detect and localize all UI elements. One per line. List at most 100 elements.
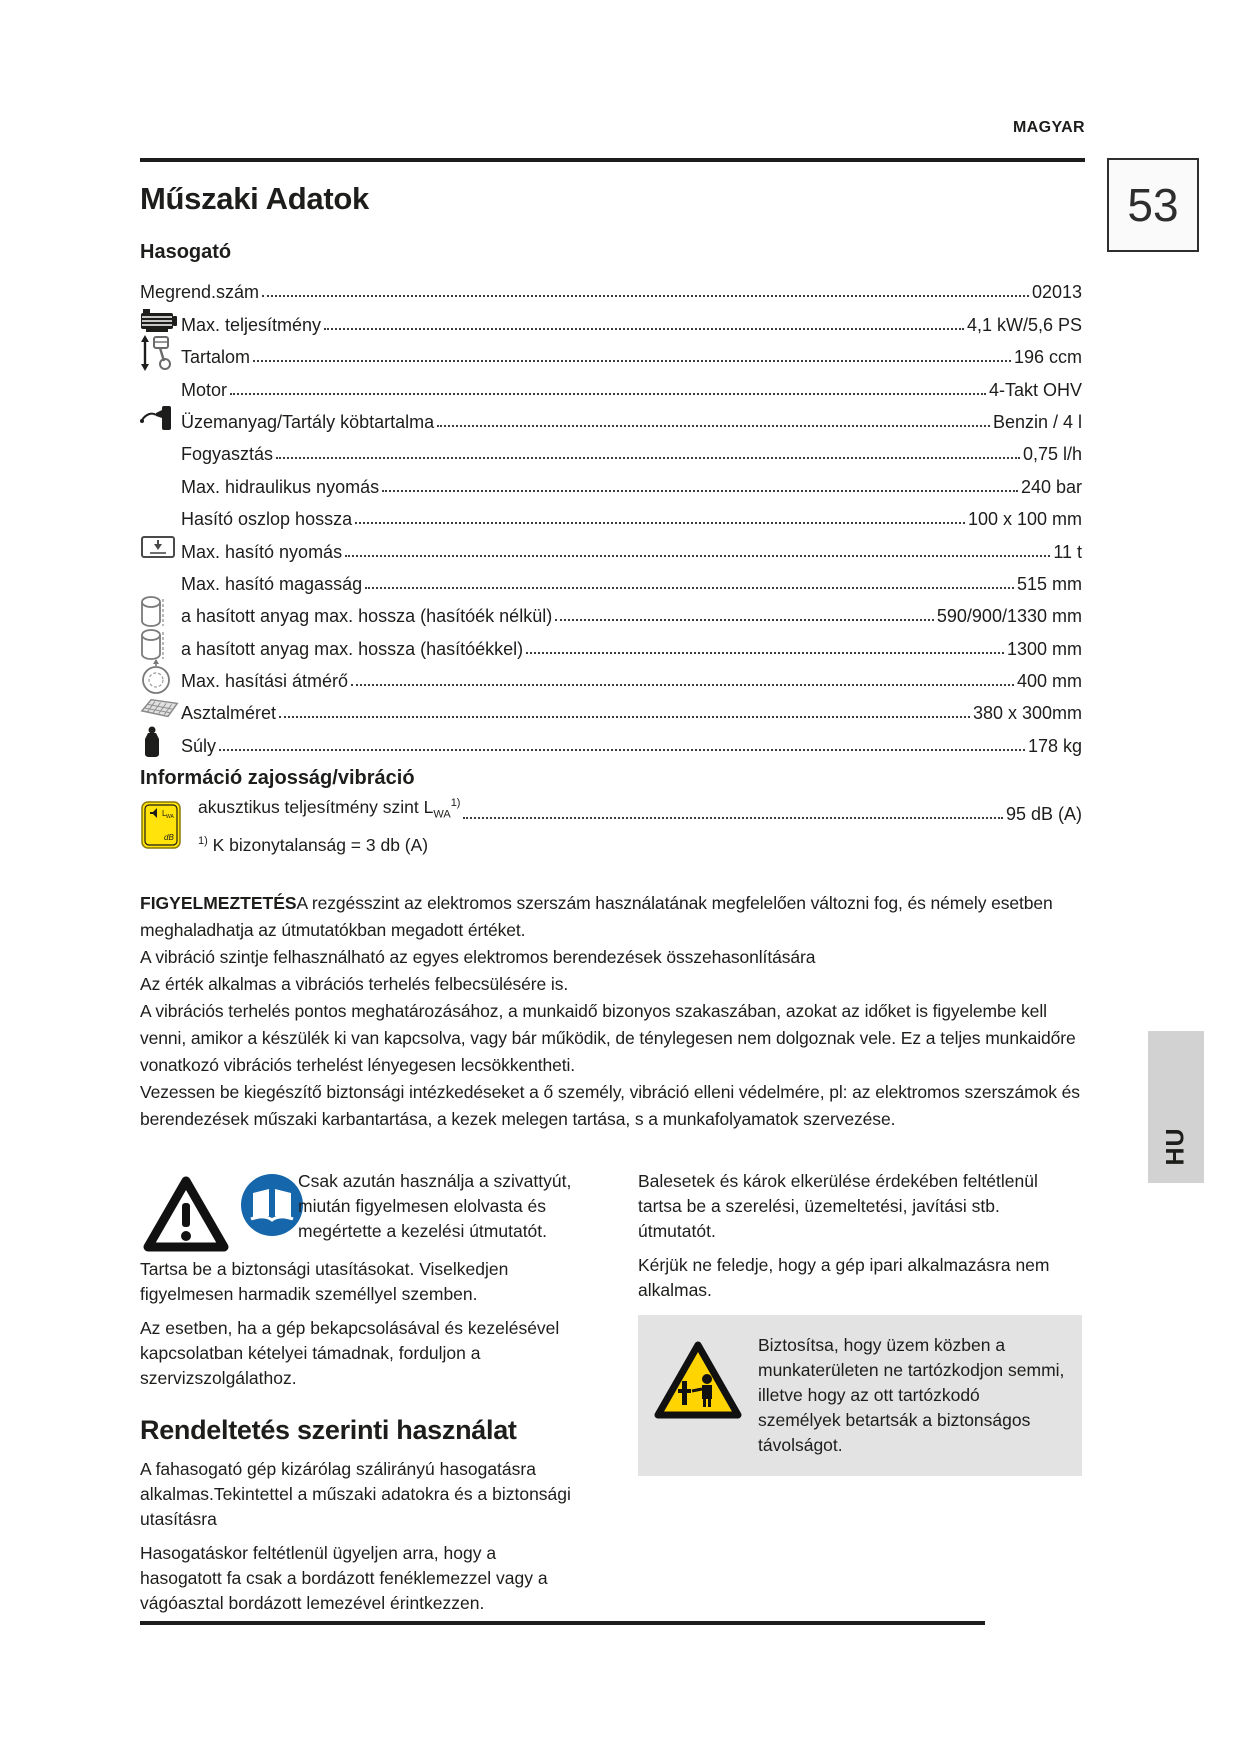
- spec-label: Max. hidraulikus nyomás: [181, 476, 380, 497]
- log-length-icon: [140, 628, 181, 662]
- footer-rule: [140, 1621, 985, 1625]
- keep-distance-warning-icon: [652, 1333, 744, 1458]
- dotted-leader: [230, 392, 986, 395]
- noise-label-footnote-mark: 1): [450, 796, 461, 809]
- side-tab-label: HU: [1161, 1127, 1190, 1166]
- spec-value: 178 kg: [1027, 735, 1082, 756]
- spec-row: Asztalméret 380 x 300mm: [140, 691, 1082, 723]
- dotted-leader: [276, 457, 1020, 460]
- spec-row: Max. hasító nyomás 11 t: [140, 529, 1082, 562]
- warning-triangle-icon: [140, 1173, 232, 1257]
- spec-value: 240 bar: [1020, 476, 1082, 497]
- spec-value: 380 x 300mm: [972, 703, 1082, 724]
- section-heading-noise: Információ zajosság/vibráció: [140, 766, 415, 789]
- left-column: Csak azután használja a szivattyút, miut…: [140, 1169, 572, 1625]
- spec-row: a hasított anyag max. hossza (hasítóékke…: [140, 626, 1082, 660]
- spec-label: Max. teljesítmény: [181, 314, 322, 335]
- noise-label-text: akusztikus teljesítmény szint L: [198, 796, 434, 817]
- noise-value-row: akusztikus teljesítmény szint LWA1) 95 d…: [198, 796, 1082, 824]
- noise-level-icon: L WA dB: [140, 798, 198, 858]
- spec-value: 11 t: [1053, 541, 1082, 562]
- warning-paragraph: A vibráció szintje felhasználható az egy…: [140, 946, 816, 967]
- spec-label: Megrend.szám: [140, 282, 260, 303]
- spec-label: a hasított anyag max. hossza (hasítóék n…: [181, 606, 553, 627]
- spec-label: Motor: [181, 379, 228, 400]
- spec-label: Asztalméret: [181, 703, 277, 724]
- spec-row: Megrend.szám 02013: [140, 270, 1082, 302]
- log-length-icon: [140, 595, 181, 629]
- spec-value: 100 x 100 mm: [967, 509, 1082, 530]
- section-heading-hasogato: Hasogató: [140, 241, 232, 263]
- spec-label: Max. hasító nyomás: [181, 541, 343, 562]
- dotted-leader: [219, 748, 1025, 751]
- spec-label: Tartalom: [181, 347, 251, 368]
- two-column-section: Csak azután használja a szivattyút, miut…: [140, 1169, 1082, 1625]
- spec-label: Üzemanyag/Tartály köbtartalma: [181, 411, 435, 432]
- left-paragraph: Az esetben, ha a gép bekapcsolásával és …: [140, 1317, 560, 1388]
- header-rule: [140, 158, 1085, 162]
- spec-label: a hasított anyag max. hossza (hasítóékke…: [181, 638, 524, 659]
- safety-icon-group: [140, 1169, 303, 1257]
- dotted-leader: [437, 424, 990, 427]
- right-paragraph: Kérjük ne feledje, hogy a gép ipari alka…: [638, 1254, 1050, 1300]
- svg-text:L: L: [162, 809, 167, 818]
- noise-label: akusztikus teljesítmény szint LWA1): [198, 793, 460, 824]
- spec-row: Hasító oszlop hossza 100 x 100 mm: [140, 497, 1082, 529]
- dotted-leader: [351, 684, 1014, 687]
- spec-value: 4,1 kW/5,6 PS: [966, 314, 1082, 335]
- dotted-leader: [324, 327, 964, 330]
- safety-intro: Csak azután használja a szivattyút, miut…: [140, 1169, 572, 1252]
- spec-value: 4-Takt OHV: [988, 379, 1082, 400]
- weight-icon: [140, 726, 181, 758]
- noise-footnote: 1) K bizonytalanság = 3 db (A): [198, 828, 1082, 858]
- spec-value: 590/900/1330 mm: [936, 606, 1082, 627]
- dotted-leader: [253, 360, 1011, 363]
- spec-row: Fogyasztás 0,75 l/h: [140, 432, 1082, 464]
- svg-text:dB: dB: [164, 833, 174, 842]
- warning-paragraph: Vezessen be kiegészítő biztonsági intézk…: [140, 1081, 1080, 1129]
- spec-row: Max. teljesítmény 4,1 kW/5,6 PS: [140, 302, 1082, 335]
- main-content: Műszaki Adatok Hasogató Megrend.szám 020…: [140, 182, 1082, 1625]
- spec-value: 515 mm: [1016, 573, 1082, 594]
- warning-paragraph: Az érték alkalmas a vibrációs terhelés f…: [140, 973, 569, 994]
- spec-value: 400 mm: [1016, 671, 1082, 692]
- spec-table: Megrend.szám 02013 Max. telje: [140, 270, 1082, 758]
- usage-paragraph: A fahasogató gép kizárólag szálirányú ha…: [140, 1458, 571, 1529]
- fuel-nozzle-icon: [140, 404, 181, 432]
- dotted-leader: [526, 651, 1004, 654]
- dotted-leader: [365, 586, 1014, 589]
- left-paragraph: Csak azután használja a szivattyút, miut…: [298, 1170, 572, 1241]
- svg-text:WA: WA: [166, 814, 175, 820]
- warning-paragraph: A vibrációs terhelés pontos meghatározás…: [140, 1000, 1076, 1075]
- spec-row: Max. hidraulikus nyomás 240 bar: [140, 464, 1082, 497]
- dotted-leader: [355, 522, 965, 525]
- spec-value: 0,75 l/h: [1022, 444, 1082, 465]
- spec-value: 1300 mm: [1006, 638, 1082, 659]
- right-paragraph: Balesetek és károk elkerülése érdekében …: [638, 1170, 1038, 1241]
- dotted-leader: [555, 619, 934, 622]
- spec-row: Max. hasító magasság 515 mm: [140, 562, 1082, 594]
- spec-value: 02013: [1031, 282, 1082, 303]
- warning-paragraph: FIGYELMEZTETÉSA rezgésszint az elektromo…: [140, 890, 1082, 944]
- page-number-box: 53: [1107, 158, 1199, 252]
- page-title: Műszaki Adatok: [140, 181, 369, 216]
- vibration-warning-block: FIGYELMEZTETÉSA rezgésszint az elektromo…: [140, 890, 1082, 1133]
- usage-paragraph: Hasogatáskor feltétlenül ügyeljen arra, …: [140, 1542, 548, 1613]
- read-manual-icon: [240, 1173, 304, 1237]
- noise-spec-row: L WA dB akusztikus teljesítmény szint LW…: [140, 796, 1082, 858]
- usage-heading: Rendeltetés szerinti használat: [140, 1414, 517, 1445]
- noise-label-subscript: WA: [433, 807, 451, 820]
- spec-label: Súly: [181, 735, 217, 756]
- page-number: 53: [1127, 179, 1179, 231]
- safety-notice-box: Biztosítsa, hogy üzem közben a munkaterü…: [638, 1314, 1082, 1476]
- dotted-leader: [463, 816, 1003, 819]
- dotted-leader: [382, 489, 1018, 492]
- language-header: MAGYAR: [1012, 119, 1085, 136]
- log-diameter-icon: [140, 658, 181, 695]
- footnote-mark: 1): [198, 834, 208, 847]
- dotted-leader: [262, 295, 1029, 298]
- spec-row: Max. hasítási átmérő 400 mm: [140, 658, 1082, 694]
- spec-row: a hasított anyag max. hossza (hasítóék n…: [140, 594, 1082, 629]
- spec-label: Max. hasítási átmérő: [181, 671, 349, 692]
